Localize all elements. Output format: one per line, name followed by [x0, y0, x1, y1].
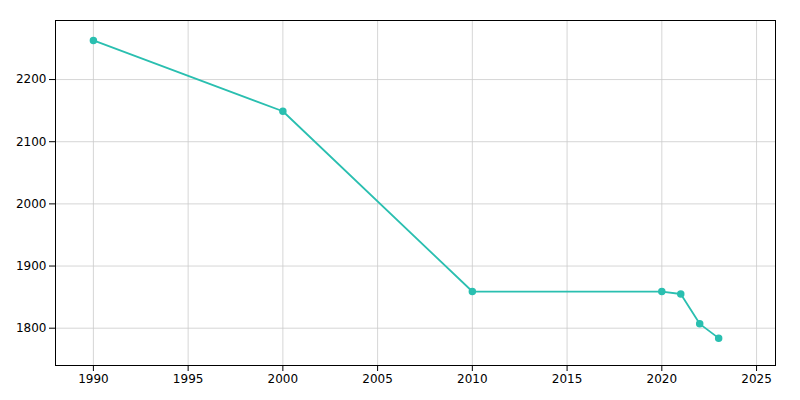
svg-text:2200: 2200	[16, 72, 47, 86]
svg-text:2025: 2025	[741, 372, 772, 386]
svg-text:2010: 2010	[457, 372, 488, 386]
svg-text:1900: 1900	[16, 259, 47, 273]
svg-text:2020: 2020	[647, 372, 678, 386]
svg-text:2015: 2015	[552, 372, 583, 386]
svg-text:2000: 2000	[268, 372, 299, 386]
svg-text:1995: 1995	[173, 372, 204, 386]
svg-text:1800: 1800	[16, 321, 47, 335]
svg-text:1990: 1990	[78, 372, 109, 386]
svg-text:2000: 2000	[16, 197, 47, 211]
svg-text:2005: 2005	[362, 372, 393, 386]
svg-text:2100: 2100	[16, 135, 47, 149]
